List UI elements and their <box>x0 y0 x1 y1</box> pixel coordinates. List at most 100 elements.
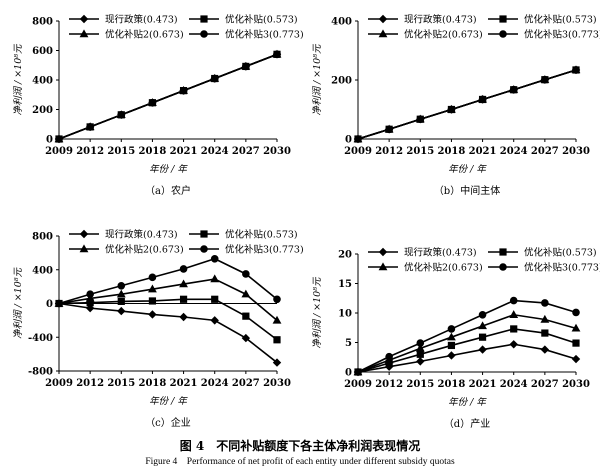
data-point-diamond <box>540 345 550 354</box>
x-tick-label: 2009 <box>344 146 372 157</box>
data-point-triangle <box>272 315 282 324</box>
data-point-triangle <box>509 310 519 318</box>
panel-caption: （d）产业 <box>444 417 490 430</box>
series-line-2 <box>357 328 577 373</box>
data-point-triangle <box>179 279 188 288</box>
data-point-square <box>273 336 281 344</box>
legend-label: 优化补贴(0.573) <box>225 229 298 241</box>
x-axis-label: 年份 / 年 <box>149 395 188 407</box>
legend-label: 现行政策(0.473) <box>404 14 477 26</box>
series-line-3 <box>58 278 278 321</box>
panel-caption: （b）中间主体 <box>434 184 500 197</box>
legend-marker-square <box>499 15 507 23</box>
data-point-square <box>86 299 94 307</box>
x-tick-label: 2030 <box>263 146 291 157</box>
legend-label: 优化补贴2(0.673) <box>105 29 184 41</box>
x-tick-label: 2018 <box>438 146 466 157</box>
y-tick-label: 0 <box>46 299 53 310</box>
series-line-4 <box>357 299 577 373</box>
x-tick-label: 2021 <box>170 378 198 389</box>
y-tick-label: 20 <box>338 250 352 261</box>
y-tick-label: 200 <box>32 105 53 116</box>
series-line-3 <box>357 313 577 373</box>
panel-caption: （c）企业 <box>145 416 191 429</box>
data-point-triangle <box>571 323 581 332</box>
data-point-circle <box>179 86 188 95</box>
series-line-1 <box>357 343 577 373</box>
legend-marker-square <box>200 15 208 23</box>
series-line-1 <box>58 302 278 364</box>
data-point-circle <box>210 74 219 83</box>
data-point-circle <box>416 339 425 347</box>
data-point-circle <box>572 66 580 74</box>
x-tick-label: 2015 <box>406 146 434 157</box>
x-axis-label: 年份 / 年 <box>448 163 487 175</box>
y-tick-label: 400 <box>32 76 53 87</box>
chart-panel-4: 0 5 10 15 20 2009 2012 2015 2018 2021 2024 2027 2030… <box>311 247 600 431</box>
x-tick-label: 2018 <box>139 378 167 389</box>
data-point-square <box>117 297 125 305</box>
y-axis-label: 净利润 / ×10⁸元 <box>311 43 323 116</box>
data-point-diamond <box>478 345 487 354</box>
data-point-circle <box>55 135 63 143</box>
data-point-circle <box>385 125 393 134</box>
data-point-circle <box>273 295 281 304</box>
x-tick-label: 2024 <box>201 146 229 157</box>
data-point-circle <box>86 123 94 131</box>
y-tick-label: 0 <box>345 368 352 379</box>
data-point-circle <box>242 62 250 71</box>
chart-panel-2: 0 200 400 2009 2012 2015 2018 2021 2024 2027 2030 年… <box>311 14 600 198</box>
x-tick-label: 2018 <box>139 146 167 157</box>
legend-marker-square <box>200 230 208 238</box>
data-point-square <box>148 297 157 305</box>
legend-marker-triangle <box>79 29 89 38</box>
data-point-circle <box>273 50 281 59</box>
data-point-circle <box>541 75 549 84</box>
x-tick-label: 2009 <box>344 379 372 390</box>
series-line-2 <box>58 298 278 341</box>
data-point-circle <box>117 111 126 119</box>
data-point-diamond <box>241 333 251 343</box>
data-point-diamond <box>272 358 282 367</box>
data-point-circle <box>148 273 157 282</box>
data-point-circle <box>179 265 188 273</box>
legend-marker-circle <box>499 30 507 38</box>
data-point-square <box>478 333 487 341</box>
y-tick-label: 600 <box>32 46 53 57</box>
data-point-square <box>179 295 188 303</box>
x-tick-label: 2030 <box>562 146 590 157</box>
legend-marker-circle <box>200 245 208 253</box>
data-point-diamond <box>571 354 581 364</box>
data-point-circle <box>478 310 487 319</box>
x-tick-label: 2030 <box>263 378 291 389</box>
x-tick-label: 2024 <box>201 378 229 389</box>
data-point-square <box>242 312 250 320</box>
x-tick-label: 2027 <box>531 379 559 390</box>
legend-label: 优化补贴(0.573) <box>524 247 597 259</box>
y-tick-label: 0 <box>345 135 352 146</box>
data-point-triangle <box>210 274 220 283</box>
y-tick-label: -400 <box>28 333 53 344</box>
series-line-4 <box>357 69 577 140</box>
x-tick-label: 2024 <box>500 146 528 157</box>
series-line-4 <box>58 53 278 140</box>
data-point-diamond <box>447 351 456 360</box>
legend-label: 现行政策(0.473) <box>105 14 178 26</box>
y-tick-label: 10 <box>338 309 352 320</box>
series-line-4 <box>58 257 278 305</box>
chart-panel-1: 0 200 400 600 800 2009 2012 2015 2018 2021 2024 202… <box>12 14 304 198</box>
legend-label: 优化补贴2(0.673) <box>404 262 483 274</box>
y-tick-label: 200 <box>331 76 352 87</box>
data-point-circle <box>354 368 362 376</box>
legend-label: 优化补贴3(0.773) <box>225 244 304 256</box>
y-tick-label: -800 <box>28 367 53 378</box>
data-point-triangle <box>447 332 456 341</box>
x-tick-label: 2015 <box>107 146 135 157</box>
data-point-circle <box>385 352 393 361</box>
data-point-diamond <box>416 357 425 366</box>
x-tick-label: 2021 <box>469 379 497 390</box>
x-tick-label: 2021 <box>469 146 497 157</box>
legend-marker-triangle <box>79 244 89 253</box>
